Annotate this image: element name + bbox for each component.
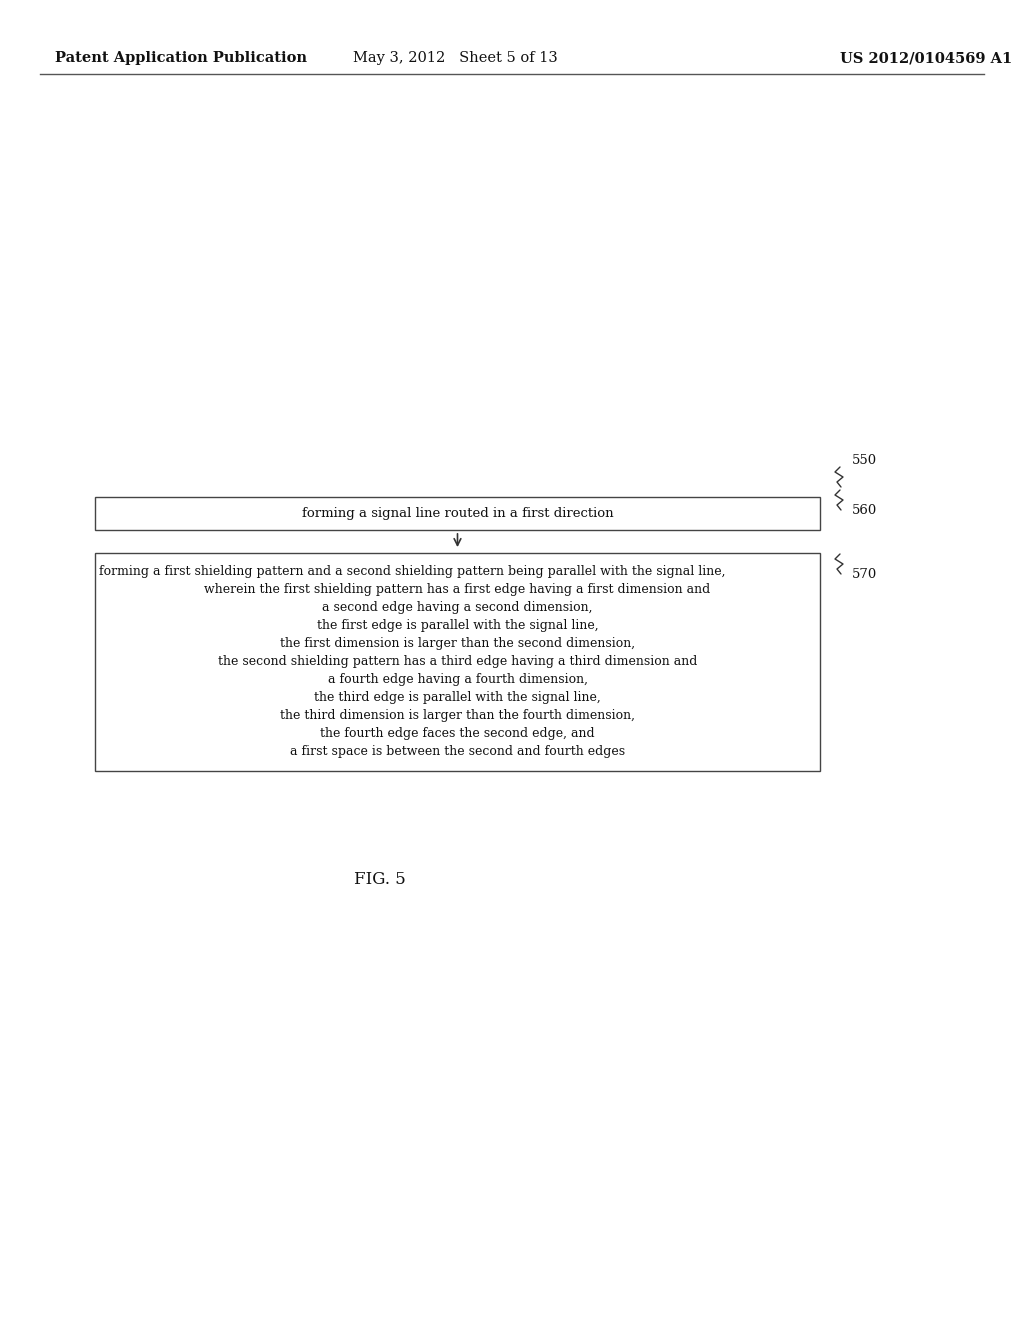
Bar <box>95 553 820 771</box>
Text: a first space is between the second and fourth edges: a first space is between the second and … <box>290 746 625 759</box>
Text: 550: 550 <box>852 454 878 466</box>
Text: Patent Application Publication: Patent Application Publication <box>55 51 307 65</box>
Text: 570: 570 <box>852 569 878 582</box>
Bar <box>95 498 820 531</box>
Text: forming a first shielding pattern and a second shielding pattern being parallel : forming a first shielding pattern and a … <box>99 565 725 578</box>
Text: FIG. 5: FIG. 5 <box>354 871 406 888</box>
Text: a second edge having a second dimension,: a second edge having a second dimension, <box>323 602 593 615</box>
Text: 560: 560 <box>852 504 878 517</box>
Text: wherein the first shielding pattern has a first edge having a first dimension an: wherein the first shielding pattern has … <box>205 583 711 597</box>
Text: the first edge is parallel with the signal line,: the first edge is parallel with the sign… <box>316 619 598 632</box>
Text: the first dimension is larger than the second dimension,: the first dimension is larger than the s… <box>280 638 635 651</box>
Text: forming a signal line routed in a first direction: forming a signal line routed in a first … <box>302 507 613 520</box>
Text: a fourth edge having a fourth dimension,: a fourth edge having a fourth dimension, <box>328 673 588 686</box>
Text: the fourth edge faces the second edge, and: the fourth edge faces the second edge, a… <box>321 727 595 741</box>
Text: the second shielding pattern has a third edge having a third dimension and: the second shielding pattern has a third… <box>218 656 697 668</box>
Text: the third dimension is larger than the fourth dimension,: the third dimension is larger than the f… <box>280 710 635 722</box>
Text: US 2012/0104569 A1: US 2012/0104569 A1 <box>840 51 1013 65</box>
Text: the third edge is parallel with the signal line,: the third edge is parallel with the sign… <box>314 692 601 705</box>
Text: May 3, 2012   Sheet 5 of 13: May 3, 2012 Sheet 5 of 13 <box>352 51 557 65</box>
